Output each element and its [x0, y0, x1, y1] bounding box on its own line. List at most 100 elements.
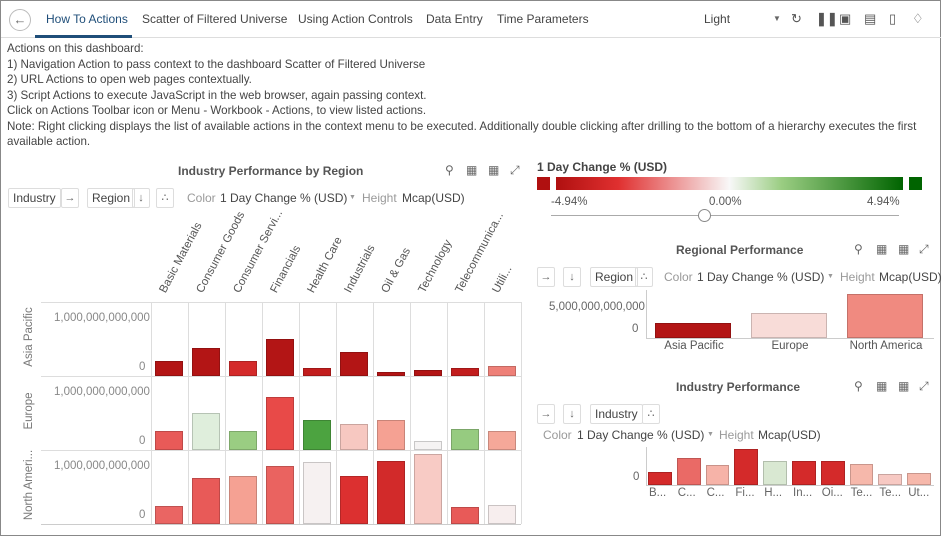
- search-icon[interactable]: ⚲: [854, 379, 863, 393]
- row-baseline: [41, 524, 521, 525]
- bar: [303, 419, 331, 450]
- bell-icon[interactable]: ♢: [912, 11, 924, 26]
- add-x-axis-icon[interactable]: →: [61, 188, 79, 208]
- color-label: Color: [187, 191, 216, 205]
- column-gridline: [336, 302, 337, 524]
- add-x-axis-icon[interactable]: →: [537, 267, 555, 287]
- height-label: Height: [719, 428, 754, 442]
- tab-time-parameters[interactable]: Time Parameters: [497, 12, 589, 26]
- scatter-icon[interactable]: ∴: [635, 267, 653, 287]
- bar: [451, 506, 479, 524]
- bar: [414, 370, 442, 376]
- tab-using-action-controls[interactable]: Using Action Controls: [298, 12, 413, 26]
- column-gridline: [299, 302, 300, 524]
- snapshot-icon[interactable]: ▣: [839, 11, 852, 26]
- category-label: Te...: [879, 487, 902, 499]
- color-label: Color: [664, 270, 693, 284]
- bookmark-icon[interactable]: ▯: [889, 11, 897, 26]
- tab-data-entry[interactable]: Data Entry: [426, 12, 483, 26]
- legend-high-swatch: [909, 177, 922, 190]
- y-tick-label: 0: [632, 323, 639, 335]
- x-field-chip[interactable]: Region: [590, 267, 639, 287]
- legend-max: 4.94%: [867, 196, 900, 208]
- bar: [488, 504, 516, 524]
- y-axis-line: [646, 447, 647, 485]
- pause-icon[interactable]: ❚❚: [816, 11, 838, 26]
- excel-export-icon[interactable]: ▦: [876, 242, 888, 256]
- bar: [266, 397, 294, 450]
- chevron-down-icon: ▼: [827, 273, 834, 280]
- expand-icon[interactable]: ⤢: [919, 242, 929, 256]
- description-line: Actions on this dashboard:: [7, 42, 144, 55]
- excel-export-icon[interactable]: ▦: [466, 163, 478, 177]
- scatter-icon[interactable]: ∴: [642, 404, 660, 424]
- bar: [751, 312, 827, 338]
- legend-slider-track[interactable]: [551, 215, 899, 216]
- bar: [414, 440, 442, 450]
- scatter-icon[interactable]: ∴: [156, 188, 174, 208]
- search-icon[interactable]: ⚲: [445, 163, 454, 177]
- color-value[interactable]: 1 Day Change % (USD): [697, 270, 825, 284]
- legend-gradient: [556, 177, 903, 190]
- bar: [192, 413, 220, 450]
- bar: [229, 430, 257, 450]
- x-field-chip[interactable]: Industry: [590, 404, 643, 424]
- top-nav-bar: ← How To Actions Scatter of Filtered Uni…: [1, 1, 941, 38]
- add-y-axis-icon[interactable]: ↓: [563, 267, 581, 287]
- expand-icon[interactable]: ⤢: [510, 163, 520, 177]
- category-label: B...: [649, 487, 667, 499]
- bar: [414, 453, 442, 524]
- y-field-chip[interactable]: Region: [87, 188, 136, 208]
- add-y-axis-icon[interactable]: ↓: [563, 404, 581, 424]
- bar: [155, 506, 183, 524]
- legend-slider-handle[interactable]: [698, 209, 711, 222]
- y-tick-label: 0: [139, 435, 146, 447]
- bar: [303, 367, 331, 376]
- add-x-axis-icon[interactable]: →: [537, 404, 555, 424]
- height-value[interactable]: Mcap(USD): [879, 270, 941, 284]
- y-tick-label: 0: [139, 509, 146, 521]
- height-label: Height: [362, 191, 397, 205]
- expand-icon[interactable]: ⤢: [919, 379, 929, 393]
- x-axis-line: [646, 338, 934, 339]
- description-line: Note: Right clicking displays the list o…: [7, 119, 917, 149]
- bar: [451, 367, 479, 376]
- chevron-down-icon: ▼: [707, 431, 714, 438]
- back-button[interactable]: ←: [9, 9, 31, 31]
- bar: [488, 366, 516, 376]
- bar: [229, 360, 257, 376]
- theme-select[interactable]: Light ▼: [704, 10, 784, 30]
- dashboard-description: Actions on this dashboard: 1) Navigation…: [7, 41, 937, 150]
- panel-title: Regional Performance: [676, 243, 804, 257]
- height-value[interactable]: Mcap(USD): [402, 191, 465, 205]
- bar: [705, 465, 730, 485]
- table-icon[interactable]: ▦: [898, 379, 910, 393]
- column-gridline: [484, 302, 485, 524]
- bar: [229, 475, 257, 524]
- bar: [488, 430, 516, 450]
- chevron-down-icon: ▼: [773, 14, 781, 23]
- search-icon[interactable]: ⚲: [854, 242, 863, 256]
- add-y-axis-icon[interactable]: ↓: [132, 188, 150, 208]
- bar: [676, 458, 701, 485]
- height-value[interactable]: Mcap(USD): [758, 428, 821, 442]
- tab-how-to-actions[interactable]: How To Actions: [46, 12, 128, 26]
- tab-scatter-of-filtered-universe[interactable]: Scatter of Filtered Universe: [142, 12, 288, 26]
- color-label: Color: [543, 428, 572, 442]
- y-tick-label: 0: [633, 471, 640, 483]
- category-label: Fi...: [735, 487, 755, 499]
- excel-export-icon[interactable]: ▦: [876, 379, 888, 393]
- pdf-icon[interactable]: ▤: [864, 11, 877, 26]
- bar: [792, 461, 816, 485]
- color-value[interactable]: 1 Day Change % (USD): [220, 191, 348, 205]
- column-gridline: [447, 302, 448, 524]
- bar: [655, 323, 731, 338]
- x-field-chip[interactable]: Industry: [8, 188, 61, 208]
- table-icon[interactable]: ▦: [488, 163, 500, 177]
- color-value[interactable]: 1 Day Change % (USD): [577, 428, 705, 442]
- panel-title: Industry Performance: [676, 380, 801, 394]
- description-line: 1) Navigation Action to pass context to …: [7, 57, 426, 71]
- table-icon[interactable]: ▦: [898, 242, 910, 256]
- bar: [155, 360, 183, 376]
- refresh-icon[interactable]: ↻: [791, 11, 802, 26]
